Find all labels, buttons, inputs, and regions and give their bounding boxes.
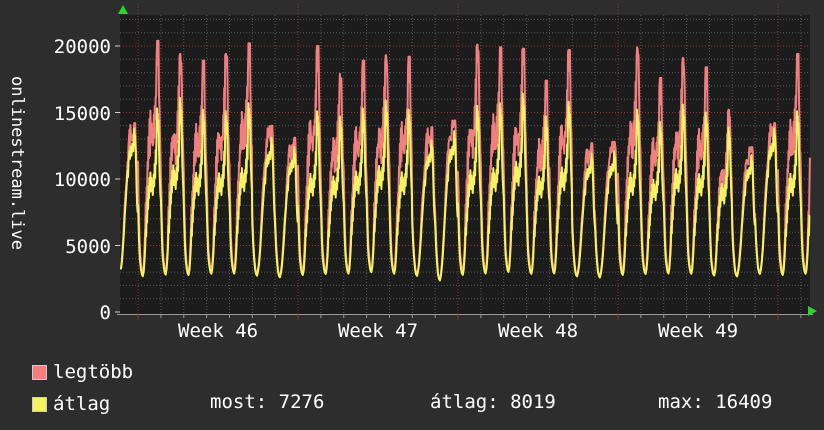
stat-max-label: max: xyxy=(658,391,704,413)
x-axis-arrow-icon xyxy=(808,306,817,316)
y-tick-label: 5000 xyxy=(65,235,111,258)
legend-item-legtobb: legtöbb xyxy=(32,362,133,382)
x-tick-label: Week 49 xyxy=(657,320,739,342)
x-axis-labels: Week 46 Week 47 Week 48 Week 49 xyxy=(0,321,824,343)
y-tick-label: 15000 xyxy=(53,102,111,125)
y-axis-arrow-icon xyxy=(118,5,128,14)
y-tick-label: 0 xyxy=(99,302,111,324)
y-tick-label: 20000 xyxy=(53,36,111,58)
legend-item-atlag: átlag xyxy=(32,394,110,414)
x-tick-label: Week 47 xyxy=(337,320,419,342)
series-atlag-line xyxy=(119,92,811,282)
legend-label-legtobb: legtöbb xyxy=(53,361,134,383)
y-axis-labels: 0 5000 10000 15000 20000 xyxy=(0,0,111,430)
stat-atlag-value: 8019 xyxy=(510,391,556,413)
legend-swatch-legtobb-icon xyxy=(32,364,47,380)
legend-swatch-atlag-icon xyxy=(32,396,47,412)
x-tick-label: Week 48 xyxy=(497,320,579,342)
stat-max: max: 16409 xyxy=(658,392,772,412)
y-tick-label: 10000 xyxy=(53,169,111,191)
stat-most-value: 7276 xyxy=(278,391,325,413)
stat-atlag: átlag: 8019 xyxy=(430,392,556,412)
legend-label-atlag: átlag xyxy=(53,393,111,415)
stat-atlag-label: átlag: xyxy=(430,391,499,413)
stat-most-label: most: xyxy=(210,391,268,413)
stat-max-value: 16409 xyxy=(715,391,773,413)
stat-most: most: 7276 xyxy=(210,392,324,412)
x-tick-label: Week 46 xyxy=(178,320,259,342)
